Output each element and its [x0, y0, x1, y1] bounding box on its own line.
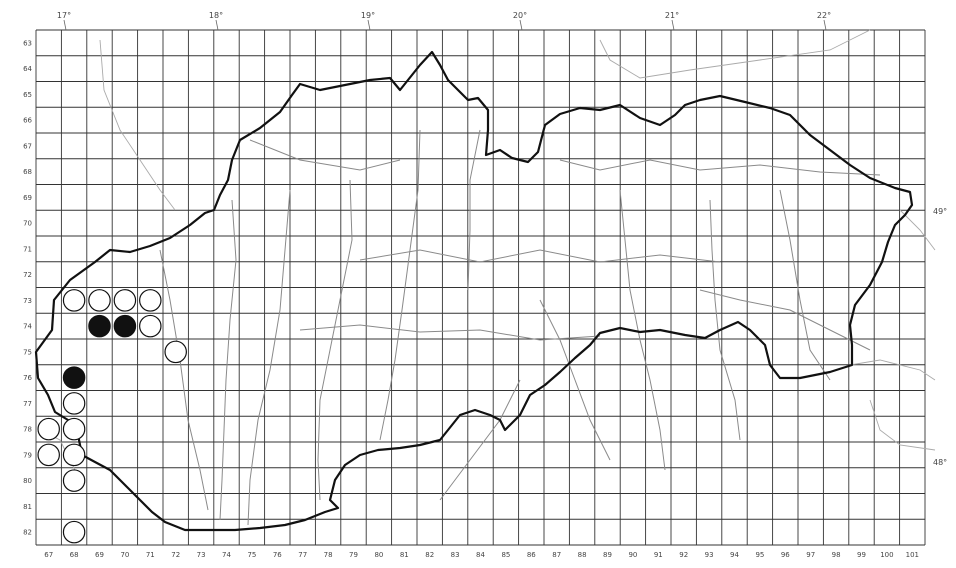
- open-record-circle: [62, 469, 86, 492]
- bottom-grid-label: 95: [755, 551, 764, 559]
- left-grid-label: 79: [23, 451, 32, 459]
- left-grid-label: 68: [23, 168, 32, 176]
- left-grid-label: 77: [23, 400, 32, 408]
- left-grid-label: 74: [23, 323, 32, 331]
- bottom-grid-label: 86: [527, 551, 536, 559]
- open-record-circle: [62, 417, 86, 441]
- bottom-grid-label: 76: [273, 551, 282, 559]
- bottom-grid-label: 98: [832, 551, 841, 559]
- left-grid-label: 67: [23, 142, 32, 150]
- longitude-tick: [823, 19, 827, 31]
- bottom-grid-label: 81: [400, 551, 409, 559]
- bottom-grid-labels: 67 68 69 70 71 72 73 74 75 76 77 78 79 80 81 82 83 84 85 86…: [44, 551, 919, 559]
- bottom-grid-label: 96: [781, 551, 790, 559]
- right-latitude-labels: 49° 48°: [933, 207, 947, 467]
- left-grid-label: 81: [23, 503, 32, 511]
- left-grid-label: 76: [23, 374, 32, 382]
- filled-record-circle: [88, 314, 111, 338]
- left-grid-label: 70: [23, 220, 32, 228]
- bottom-grid-label: 85: [501, 551, 510, 559]
- bottom-grid-label: 93: [705, 551, 714, 559]
- neighbouring-borders: [39, 29, 936, 471]
- grid-lines: [35, 29, 926, 546]
- left-grid-label: 75: [23, 348, 32, 356]
- bottom-grid-label: 97: [806, 551, 815, 559]
- open-record-circle: [139, 289, 162, 312]
- left-grid-label: 64: [23, 65, 32, 73]
- longitude-tick: [63, 19, 67, 31]
- open-record-circle: [62, 443, 86, 467]
- bottom-grid-label: 73: [197, 551, 206, 559]
- bottom-grid-label: 84: [476, 551, 485, 559]
- open-record-circle: [37, 443, 60, 467]
- left-grid-label: 72: [23, 271, 32, 279]
- bottom-grid-label: 100: [880, 551, 893, 559]
- bottom-grid-label: 92: [679, 551, 688, 559]
- bottom-grid-label: 70: [120, 551, 129, 559]
- left-grid-label: 63: [23, 39, 32, 47]
- longitude-tick: [367, 19, 371, 31]
- longitude-label: 19°: [361, 11, 375, 20]
- latitude-label: 48°: [933, 458, 947, 467]
- bottom-grid-label: 79: [349, 551, 358, 559]
- left-grid-label: 65: [23, 91, 32, 99]
- open-record-circle: [164, 340, 187, 364]
- records: [37, 289, 187, 544]
- open-record-circle: [62, 289, 86, 312]
- bottom-grid-label: 69: [95, 551, 104, 559]
- bottom-grid-label: 101: [906, 551, 919, 559]
- bottom-grid-label: 82: [425, 551, 434, 559]
- bottom-grid-label: 94: [730, 551, 739, 559]
- bottom-grid-label: 77: [298, 551, 307, 559]
- open-record-circle: [37, 417, 60, 441]
- longitude-label: 20°: [513, 11, 527, 20]
- bottom-grid-label: 67: [44, 551, 53, 559]
- left-grid-label: 69: [23, 194, 32, 202]
- filled-record-circle: [62, 366, 86, 389]
- bottom-grid-label: 99: [857, 551, 866, 559]
- open-record-circle: [62, 392, 86, 415]
- rivers: [159, 129, 881, 526]
- open-record-circle: [113, 289, 137, 312]
- longitude-label: 18°: [209, 11, 223, 20]
- left-grid-label: 66: [23, 117, 32, 125]
- bottom-grid-label: 75: [247, 551, 256, 559]
- bottom-grid-label: 90: [628, 551, 637, 559]
- bottom-grid-label: 88: [578, 551, 587, 559]
- open-record-circle: [88, 289, 111, 312]
- left-grid-label: 82: [23, 529, 32, 537]
- bottom-grid-label: 78: [324, 551, 333, 559]
- bottom-grid-label: 68: [70, 551, 79, 559]
- bottom-grid-label: 71: [146, 551, 155, 559]
- left-grid-label: 73: [23, 297, 32, 305]
- left-grid-label: 71: [23, 245, 32, 253]
- longitude-tick: [215, 19, 219, 31]
- top-longitude-labels: 17° 18° 19° 20° 21° 22°: [57, 11, 831, 31]
- latitude-label: 49°: [933, 207, 947, 216]
- left-grid-labels: 63 64 65 66 67 68 69 70 71 72 73 74 75 76 77 78 79 80 81 82: [23, 39, 32, 536]
- bottom-grid-label: 87: [552, 551, 561, 559]
- filled-record-circle: [113, 314, 137, 338]
- bottom-grid-label: 83: [451, 551, 460, 559]
- bottom-grid-label: 89: [603, 551, 612, 559]
- bottom-grid-label: 91: [654, 551, 663, 559]
- bottom-grid-label: 74: [222, 551, 231, 559]
- slovakia-border: [34, 50, 914, 532]
- bottom-grid-label: 80: [374, 551, 383, 559]
- open-record-circle: [62, 520, 86, 544]
- left-grid-label: 78: [23, 426, 32, 434]
- longitude-label: 17°: [57, 11, 71, 20]
- left-grid-label: 80: [23, 477, 32, 485]
- longitude-tick: [519, 19, 523, 31]
- bottom-grid-label: 72: [171, 551, 180, 559]
- longitude-label: 22°: [817, 11, 831, 20]
- longitude-tick: [671, 19, 675, 31]
- open-record-circle: [139, 314, 162, 338]
- longitude-label: 21°: [665, 11, 679, 20]
